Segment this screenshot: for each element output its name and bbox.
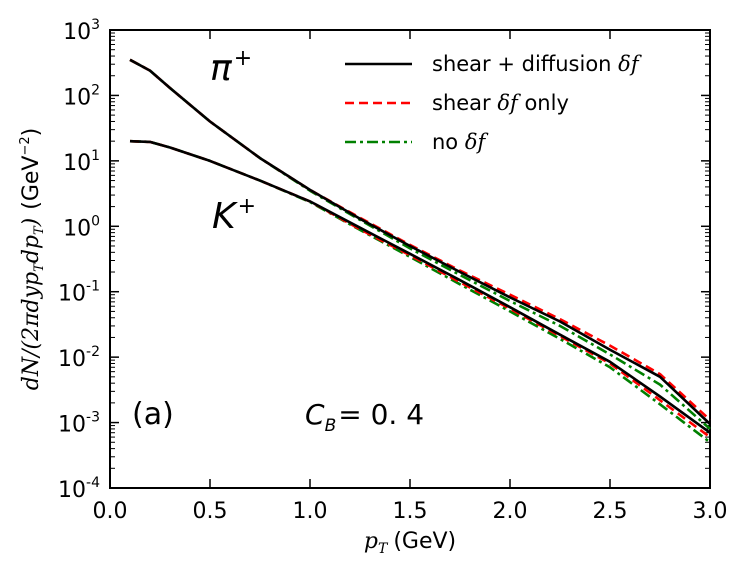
series-piplus-shear-diffusion bbox=[129, 58, 711, 425]
x-tick-label: 1.5 bbox=[393, 499, 428, 524]
x-tick-label: 0.0 bbox=[93, 499, 128, 524]
legend-label-shear-diffusion: shear + diffusion δf bbox=[432, 52, 642, 76]
y-tick-label: 10-4 bbox=[58, 475, 100, 503]
x-tick-label: 2.5 bbox=[593, 499, 628, 524]
y-tick-label: 102 bbox=[63, 82, 100, 110]
y-tick-label: 10-3 bbox=[58, 410, 100, 438]
cb-annotation: CB= 0. 4 bbox=[305, 398, 424, 436]
legend-label-no-delta-f: no δf bbox=[432, 130, 488, 154]
y-tick-label: 101 bbox=[63, 148, 100, 176]
series-layer bbox=[129, 58, 711, 444]
kaon-label: K+ bbox=[212, 194, 256, 237]
panel-label: (a) bbox=[132, 397, 174, 432]
legend: shear + diffusion δf shear δf only no δf bbox=[345, 52, 642, 154]
legend-label-shear-only: shear δf only bbox=[432, 91, 569, 115]
y-tick-label: 10-1 bbox=[58, 279, 100, 307]
y-tick-label: 103 bbox=[63, 17, 100, 45]
series-Kplus-shear-diffusion bbox=[129, 139, 711, 434]
x-tick-label: 3.0 bbox=[693, 499, 728, 524]
y-axis-label: dN/(2πdypTdpT)(GeV−2) bbox=[18, 128, 47, 390]
x-tick-label: 0.5 bbox=[193, 499, 228, 524]
x-tick-label: 1.0 bbox=[293, 499, 328, 524]
y-tick-label: 100 bbox=[63, 213, 100, 241]
y-tick-label: 10-2 bbox=[58, 344, 100, 372]
axis-ticks: 0.0 0.5 1.0 1.5 2.0 2.5 3.0 10-4 10-3 10-2 10-1 100… bbox=[58, 17, 727, 524]
series-piplus-no bbox=[129, 58, 711, 430]
x-tick-label: 2.0 bbox=[493, 499, 528, 524]
x-axis-label: pT (GeV) bbox=[364, 529, 456, 557]
pion-label: π+ bbox=[210, 46, 252, 89]
